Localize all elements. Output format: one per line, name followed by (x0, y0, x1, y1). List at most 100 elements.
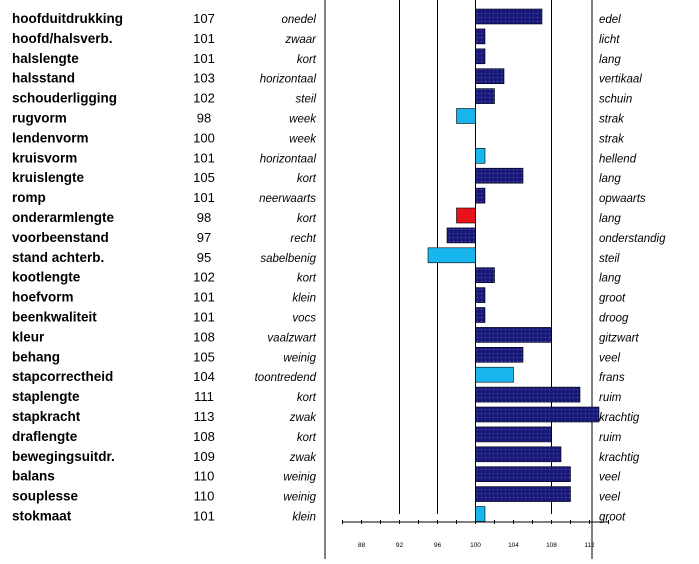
low-end-label: kort (297, 392, 317, 404)
trait-label: kruislengte (12, 170, 85, 185)
high-end-label: lang (599, 54, 621, 66)
value-label: 100 (193, 130, 215, 145)
value-label: 109 (193, 449, 215, 464)
low-end-label: zwaar (284, 34, 317, 46)
trait-label: hoofduitdrukking (12, 11, 123, 26)
high-end-label: strak (599, 133, 625, 145)
bar (475, 506, 486, 522)
trait-label: lendenvorm (12, 130, 89, 145)
trait-label: rugvorm (12, 111, 67, 126)
low-end-label: vocs (292, 313, 316, 325)
high-end-label: ruim (599, 392, 622, 404)
low-end-label: neerwaarts (259, 193, 316, 205)
bar (475, 346, 524, 363)
bar (475, 446, 562, 463)
value-label: 102 (193, 91, 215, 106)
high-end-label: licht (599, 34, 620, 46)
value-label: 102 (193, 270, 215, 285)
bar (475, 28, 486, 45)
high-end-label: gitzwart (599, 332, 639, 344)
low-end-label: steil (296, 94, 317, 106)
high-end-label: strak (599, 114, 625, 126)
value-label: 108 (193, 329, 215, 344)
trait-label: romp (12, 190, 46, 205)
bar (475, 68, 505, 84)
high-end-label: onderstandig (599, 233, 666, 245)
low-end-label: sabelbenig (260, 253, 316, 265)
high-end-label: steil (599, 253, 620, 265)
low-end-label: kort (297, 273, 317, 285)
trait-label: kootlengte (12, 270, 81, 285)
high-end-label: veel (599, 352, 621, 364)
high-end-label: krachtig (599, 412, 640, 424)
bar (475, 267, 495, 284)
high-end-label: schuin (599, 94, 632, 106)
high-end-label: veel (599, 472, 621, 484)
high-end-label: lang (599, 173, 621, 185)
value-label: 104 (193, 369, 215, 384)
trait-label: draflengte (12, 429, 78, 444)
trait-label: behang (12, 349, 60, 364)
high-end-label: hellend (599, 153, 637, 165)
low-end-label: week (289, 133, 317, 145)
trait-label: stapcorrectheid (12, 369, 113, 384)
value-label: 101 (193, 51, 215, 66)
value-label: 101 (193, 290, 215, 305)
value-label: 105 (193, 170, 215, 185)
bar (475, 466, 571, 483)
x-tick-label: 92 (396, 542, 404, 549)
low-end-label: recht (290, 233, 316, 245)
trait-label: staplengte (12, 389, 80, 404)
x-tick-label: 100 (470, 542, 481, 549)
low-end-label: kort (297, 173, 317, 185)
trait-label: hoefvorm (12, 290, 74, 305)
bar (475, 386, 581, 403)
trait-label: kleur (12, 329, 45, 344)
x-tick-label: 112 (584, 542, 595, 549)
trait-label: voorbeenstand (12, 230, 109, 245)
value-label: 111 (194, 389, 214, 404)
value-label: 110 (194, 469, 215, 484)
bar (427, 247, 476, 264)
low-end-label: weinig (283, 472, 316, 484)
high-end-label: frans (599, 372, 625, 384)
high-end-label: vertikaal (599, 74, 642, 86)
low-end-label: weinig (283, 492, 316, 504)
value-label: 101 (193, 31, 215, 46)
low-end-label: kort (297, 213, 317, 225)
trait-label: stokmaat (12, 509, 72, 524)
value-label: 108 (193, 429, 215, 444)
value-label: 107 (193, 11, 215, 26)
bar (475, 426, 552, 443)
high-end-label: edel (599, 14, 621, 26)
bar (475, 187, 486, 204)
value-label: 101 (193, 310, 215, 325)
trait-label: beenkwaliteit (12, 310, 97, 325)
value-label: 101 (193, 190, 215, 205)
bar (475, 327, 552, 343)
high-end-label: veel (599, 492, 621, 504)
value-label: 101 (193, 509, 215, 524)
trait-label: schouderligging (12, 91, 117, 106)
low-end-label: onedel (281, 14, 316, 26)
bar (475, 88, 495, 104)
value-label: 110 (194, 489, 215, 504)
bar (446, 227, 476, 244)
bar (475, 366, 514, 383)
value-label: 113 (194, 409, 215, 424)
low-end-label: zwak (289, 412, 317, 424)
high-end-label: lang (599, 213, 621, 225)
bar (475, 287, 486, 303)
trait-label: bewegingsuitdr. (12, 449, 115, 464)
trait-label: stapkracht (12, 409, 81, 424)
bar (475, 148, 486, 164)
x-tick-label: 88 (358, 542, 366, 549)
bar (456, 108, 476, 124)
trait-label: halsstand (12, 71, 75, 86)
value-label: 105 (193, 349, 215, 364)
low-end-label: vaalzwart (267, 332, 316, 344)
x-tick-label: 108 (546, 542, 557, 549)
trait-label: hoofd/halsverb. (12, 31, 113, 46)
low-end-label: horizontaal (260, 153, 317, 165)
